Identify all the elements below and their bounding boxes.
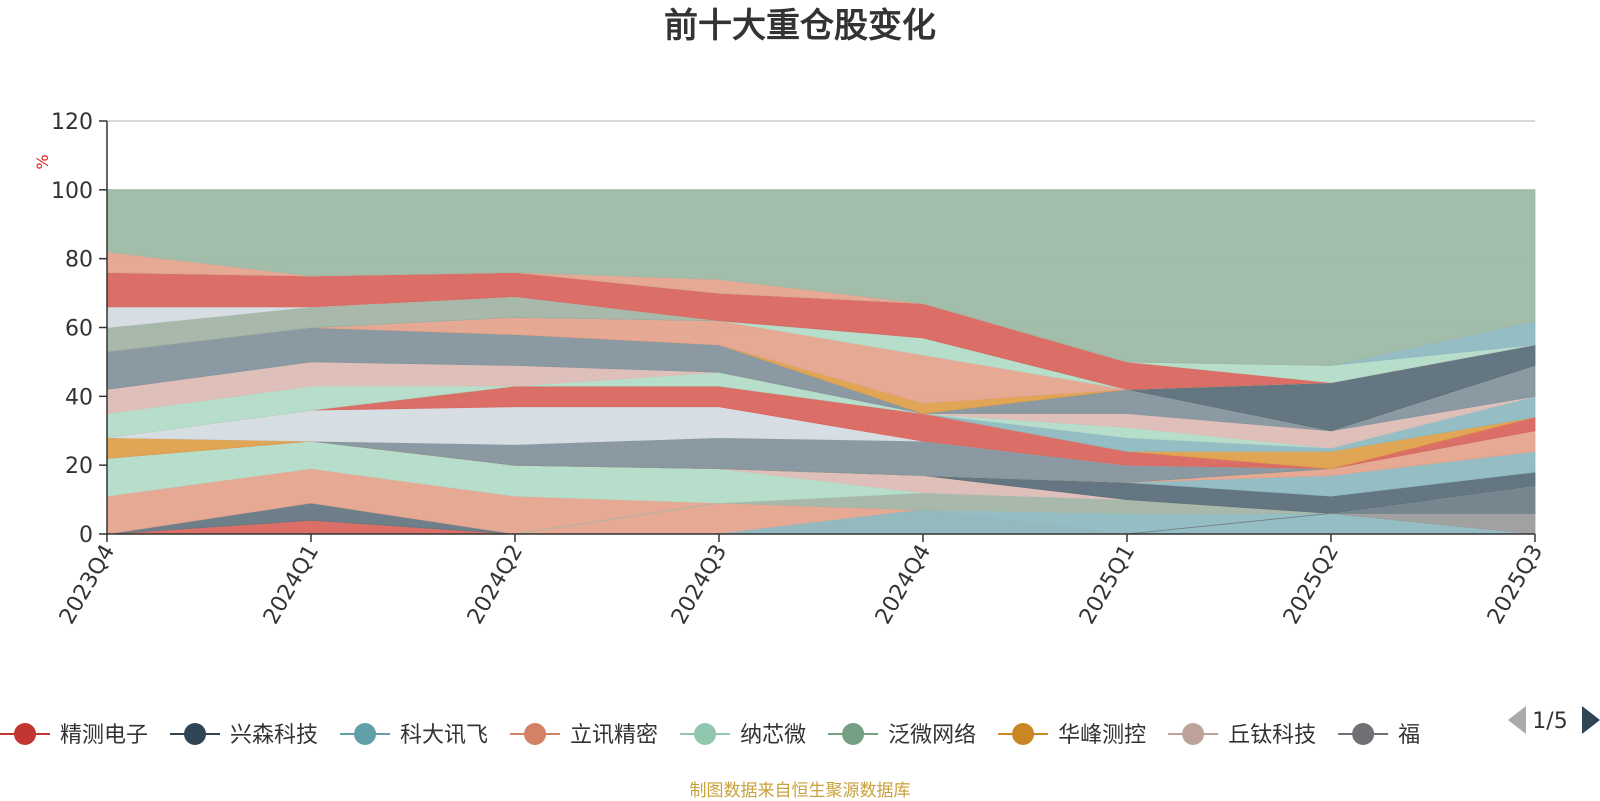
legend-label: 纳芯微: [740, 723, 806, 748]
legend-marker: [1352, 723, 1375, 745]
legend-marker: [524, 723, 547, 745]
legend-item[interactable]: 丘钛科技: [1168, 723, 1316, 748]
legend-label: 兴森科技: [230, 723, 318, 748]
legend-label: 精测电子: [60, 723, 148, 748]
legend-label: 科大讯飞: [400, 723, 488, 748]
x-tick-label: 2024Q1: [259, 541, 324, 629]
legend-label: 泛微网络: [888, 723, 976, 748]
legend-prev-icon[interactable]: [1508, 706, 1526, 734]
y-tick-label: 120: [51, 110, 93, 135]
data-source-note: 制图数据来自恒生聚源数据库: [689, 781, 911, 801]
y-tick-label: 0: [79, 523, 93, 548]
legend-page-indicator: 1/5: [1532, 709, 1567, 734]
legend-item[interactable]: 兴森科技: [170, 723, 318, 748]
chart-title: 前十大重仓股变化: [664, 6, 936, 46]
legend-item[interactable]: 科大讯飞: [340, 723, 488, 748]
legend-pager: 1/5: [1508, 706, 1600, 734]
legend-label: 华峰测控: [1058, 723, 1146, 748]
x-tick-label: 2025Q2: [1279, 541, 1344, 629]
x-tick-label: 2025Q1: [1075, 541, 1140, 629]
legend-item[interactable]: 纳芯微: [680, 723, 806, 748]
y-tick-label: 80: [65, 248, 93, 273]
x-tick-label: 2024Q4: [871, 541, 936, 629]
area-band-32: [106, 189, 1536, 366]
x-tick-label: 2025Q3: [1483, 541, 1548, 629]
legend-marker: [354, 723, 377, 745]
legend-marker: [14, 723, 36, 745]
legend-next-icon[interactable]: [1582, 706, 1600, 734]
legend-label: 福: [1398, 723, 1420, 748]
legend-marker: [1012, 723, 1035, 745]
y-axis-unit-label: %: [33, 154, 52, 169]
legend-item[interactable]: 精测电子: [0, 723, 148, 748]
x-tick-label: 2024Q2: [463, 541, 528, 629]
legend-marker: [184, 723, 207, 745]
legend-label: 立讯精密: [570, 723, 658, 748]
y-tick-label: 100: [51, 179, 93, 204]
legend-item[interactable]: 华峰测控: [998, 723, 1146, 748]
legend-item[interactable]: 福: [1338, 723, 1420, 748]
y-tick-label: 40: [65, 385, 93, 410]
legend-label: 丘钛科技: [1228, 723, 1316, 748]
area-bands: [106, 189, 1536, 535]
y-tick-label: 60: [65, 317, 93, 342]
x-tick-label: 2024Q3: [667, 541, 732, 629]
legend-item[interactable]: 泛微网络: [828, 723, 976, 748]
legend-marker: [694, 723, 717, 745]
legend-marker: [1182, 723, 1205, 745]
legend-marker: [842, 723, 865, 745]
x-tick-label: 2023Q4: [55, 541, 120, 629]
legend: 精测电子 兴森科技 科大讯飞 立讯精密 纳芯微 泛微网络 华峰测控 丘钛科技 福: [0, 723, 1420, 748]
legend-item[interactable]: 立讯精密: [510, 723, 658, 748]
y-tick-label: 20: [65, 454, 93, 479]
